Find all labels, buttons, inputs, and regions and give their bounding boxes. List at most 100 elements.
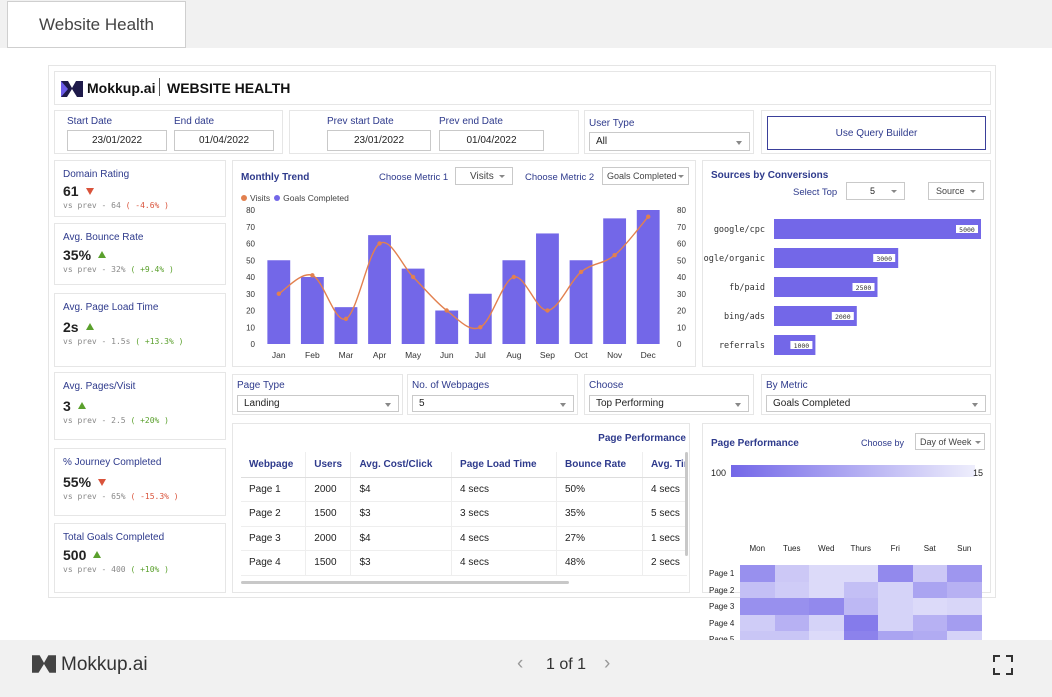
table-header-cell[interactable]: Bounce Rate bbox=[555, 452, 643, 478]
metric2-select[interactable]: Goals Completed bbox=[602, 167, 689, 185]
heatmap-cell[interactable] bbox=[774, 581, 809, 598]
heatmap-cell[interactable] bbox=[843, 565, 878, 582]
trend-bar[interactable] bbox=[401, 268, 425, 344]
page-type-select[interactable]: Landing bbox=[237, 395, 399, 412]
heatmap-cell[interactable] bbox=[912, 581, 947, 598]
source-bar[interactable] bbox=[774, 306, 857, 326]
choose-select[interactable]: Top Performing bbox=[589, 395, 749, 412]
fullscreen-icon[interactable] bbox=[993, 655, 1013, 675]
heatmap-cell[interactable] bbox=[878, 581, 913, 598]
table-viewport[interactable]: Webpage Users Avg. Cost/Click Page Load Tim… bbox=[241, 452, 687, 578]
heatmap-cell[interactable] bbox=[740, 598, 775, 615]
legend-visits-swatch bbox=[241, 195, 247, 201]
visits-point[interactable] bbox=[478, 325, 483, 330]
table-row[interactable]: Page 2 1500 $3 3 secs 35% 5 secs bbox=[241, 501, 687, 527]
end-date-input[interactable]: 01/04/2022 bbox=[174, 130, 274, 151]
choose-by-select[interactable]: Day of Week bbox=[915, 433, 985, 450]
table-header-cell[interactable]: Avg. Cost/Click bbox=[350, 452, 452, 478]
arrow-up-icon bbox=[98, 251, 107, 258]
heatmap-cell[interactable] bbox=[878, 598, 913, 615]
dimension-select[interactable]: Source bbox=[928, 182, 984, 200]
heatmap-cell[interactable] bbox=[740, 614, 775, 631]
heatmap-cell[interactable] bbox=[774, 565, 809, 582]
source-bar[interactable] bbox=[774, 219, 981, 239]
by-metric-select[interactable]: Goals Completed bbox=[766, 395, 986, 412]
vertical-scrollbar[interactable] bbox=[685, 452, 688, 556]
trend-bar[interactable] bbox=[636, 210, 660, 344]
footer-bar: Mokkup.ai ‹ 1 of 1 › bbox=[0, 640, 1052, 697]
prev-start-date-label: Prev start Date bbox=[327, 116, 394, 127]
prev-page-icon[interactable]: ‹ bbox=[517, 653, 524, 674]
trend-bar[interactable] bbox=[502, 260, 526, 344]
visits-point[interactable] bbox=[410, 274, 416, 280]
start-date-input[interactable]: 23/01/2022 bbox=[67, 130, 167, 151]
heatmap-cell[interactable] bbox=[912, 598, 947, 615]
trend-bar[interactable] bbox=[267, 260, 291, 344]
heatmap-cell[interactable] bbox=[843, 614, 878, 631]
visits-point[interactable] bbox=[612, 253, 617, 258]
table-row[interactable]: Page 3 2000 $4 4 secs 27% 1 secs bbox=[241, 526, 687, 551]
trend-bar[interactable] bbox=[603, 218, 627, 344]
table-cell: 4 secs bbox=[642, 477, 687, 502]
kpi-title: Avg. Bounce Rate bbox=[63, 232, 144, 243]
tab-website-health[interactable]: Website Health bbox=[7, 1, 186, 48]
user-type-select[interactable]: All bbox=[589, 132, 750, 151]
table-header-cell[interactable]: Users bbox=[305, 452, 351, 478]
table-cell: $3 bbox=[350, 550, 452, 576]
heatmap-cell[interactable] bbox=[843, 598, 878, 615]
heatmap-cell[interactable] bbox=[774, 614, 809, 631]
table-cell: $4 bbox=[350, 526, 452, 551]
table-row[interactable]: Page 4 1500 $3 4 secs 48% 2 secs bbox=[241, 550, 687, 576]
visits-point[interactable] bbox=[578, 269, 584, 275]
heatmap-cell[interactable] bbox=[774, 598, 809, 615]
trend-bar[interactable] bbox=[468, 293, 492, 344]
heatmap-cell[interactable] bbox=[947, 598, 982, 615]
table-header-cell[interactable]: Avg. Time bbox=[642, 452, 687, 478]
trend-bar[interactable] bbox=[435, 310, 459, 345]
visits-point[interactable] bbox=[511, 274, 517, 280]
heatmap-cell[interactable] bbox=[878, 614, 913, 631]
horizontal-scrollbar[interactable] bbox=[241, 581, 569, 584]
select-top-select[interactable]: 5 bbox=[846, 182, 905, 200]
heatmap-cell[interactable] bbox=[947, 565, 982, 582]
visits-point[interactable] bbox=[276, 291, 281, 296]
trend-bar[interactable] bbox=[569, 260, 593, 344]
kpi-change: ( -15.3% ) bbox=[130, 492, 179, 501]
trend-bar[interactable] bbox=[536, 233, 559, 344]
source-bar[interactable] bbox=[774, 248, 899, 268]
y-right-tick-label: 20 bbox=[677, 307, 686, 316]
visits-point[interactable] bbox=[377, 241, 382, 246]
metric1-select[interactable]: Visits bbox=[455, 167, 513, 185]
source-bar[interactable] bbox=[774, 277, 878, 297]
heatmap-cell[interactable] bbox=[809, 565, 844, 582]
heatmap-cell[interactable] bbox=[740, 581, 775, 598]
heatmap-cell[interactable] bbox=[809, 598, 844, 615]
heatmap-cell[interactable] bbox=[843, 581, 878, 598]
visits-point[interactable] bbox=[343, 316, 349, 322]
heatmap-cell[interactable] bbox=[809, 614, 844, 631]
trend-bar[interactable] bbox=[368, 235, 391, 344]
end-date-label: End date bbox=[174, 116, 215, 127]
heatmap-cell[interactable] bbox=[912, 565, 947, 582]
heatmap-cell[interactable] bbox=[912, 614, 947, 631]
visits-point[interactable] bbox=[444, 308, 449, 313]
next-page-icon[interactable]: › bbox=[604, 653, 611, 674]
prev-start-date-input[interactable]: 23/01/2022 bbox=[327, 130, 431, 151]
heatmap-cell[interactable] bbox=[740, 565, 775, 582]
heatmap-cell[interactable] bbox=[947, 614, 982, 631]
trend-bar[interactable] bbox=[300, 277, 324, 344]
by-metric-label: By Metric bbox=[766, 380, 808, 391]
table-header-cell[interactable]: Webpage bbox=[241, 452, 306, 478]
heatmap-cell[interactable] bbox=[947, 581, 982, 598]
heatmap-cell[interactable] bbox=[809, 581, 844, 598]
table-header-cell[interactable]: Page Load Time bbox=[451, 452, 557, 478]
heatmap-cell[interactable] bbox=[878, 565, 913, 582]
visits-point[interactable] bbox=[545, 308, 550, 313]
use-query-builder-button[interactable]: Use Query Builder bbox=[767, 116, 986, 150]
num-webpages-select[interactable]: 5 bbox=[412, 395, 574, 412]
visits-point[interactable] bbox=[646, 214, 651, 219]
table-row[interactable]: Page 1 2000 $4 4 secs 50% 4 secs bbox=[241, 477, 687, 502]
prev-end-date-input[interactable]: 01/04/2022 bbox=[439, 130, 544, 151]
visits-point[interactable] bbox=[310, 273, 315, 278]
trend-bar[interactable] bbox=[334, 307, 358, 344]
